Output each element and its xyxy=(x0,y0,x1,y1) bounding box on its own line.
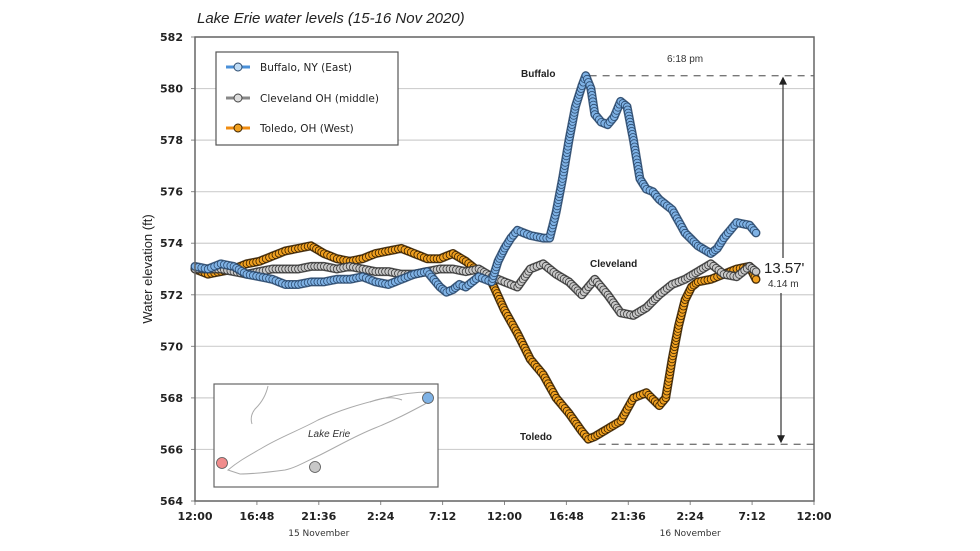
y-axis-ticks: 564 566 568 570 572 574 576 578 580 582 xyxy=(160,31,195,508)
x-tick-label: 21:36 xyxy=(611,510,646,523)
toledo-annotation: Toledo xyxy=(520,432,552,443)
x-axis-ticks: 12:00 16:48 21:36 2:24 7:12 12:00 16:48 21:36 2:… xyxy=(177,501,832,539)
series-cleveland xyxy=(190,259,761,320)
difference-m-annotation: 4.14 m xyxy=(768,279,799,290)
x-tick-label: 16:48 xyxy=(549,510,584,523)
buffalo-map-marker xyxy=(422,392,434,404)
legend-item-cleveland: Cleveland OH (middle) xyxy=(226,93,379,105)
buffalo-annotation: Buffalo xyxy=(521,69,555,80)
cleveland-annotation: Cleveland xyxy=(590,259,637,270)
x-tick-label: 7:12 xyxy=(738,510,765,523)
legend-label: Cleveland OH (middle) xyxy=(260,93,379,105)
x-tick-label: 12:00 xyxy=(796,510,831,523)
y-tick-label: 580 xyxy=(160,83,183,96)
data-point xyxy=(752,228,761,237)
inset-map: Lake Erie xyxy=(213,383,439,488)
y-tick-label: 574 xyxy=(160,237,183,250)
y-tick-label: 578 xyxy=(160,134,183,147)
annotation-lines xyxy=(589,75,814,445)
x-tick-label: 12:00 xyxy=(177,510,212,523)
legend-swatch-marker xyxy=(233,123,243,133)
x-tick-label: 21:36 xyxy=(301,510,336,523)
coastline-detail xyxy=(369,397,403,403)
inset-map-label: Lake Erie xyxy=(308,429,351,440)
plot-frame xyxy=(194,36,815,502)
legend-label: Toledo, OH (West) xyxy=(259,123,354,135)
series-buffalo xyxy=(190,71,761,297)
y-tick-label: 566 xyxy=(160,443,183,456)
legend-label: Buffalo, NY (East) xyxy=(260,62,352,74)
series-toledo xyxy=(190,241,761,444)
x-tick-label: 7:12 xyxy=(429,510,456,523)
difference-ft-annotation: 13.57' xyxy=(764,260,805,277)
date-label: 16 November xyxy=(660,529,721,539)
peak-time-annotation: 6:18 pm xyxy=(667,54,703,65)
toledo-map-marker xyxy=(216,457,228,469)
y-tick-label: 570 xyxy=(160,340,183,353)
y-tick-label: 568 xyxy=(160,392,183,405)
y-tick-label: 582 xyxy=(160,31,183,44)
legend: Buffalo, NY (East) Cleveland OH (middle)… xyxy=(215,51,399,146)
data-point xyxy=(752,267,761,276)
arrowhead-down-icon xyxy=(777,435,785,444)
x-tick-label: 2:24 xyxy=(677,510,705,523)
y-axis-label: Water elevation (ft) xyxy=(140,214,155,323)
legend-swatch-marker xyxy=(233,62,243,72)
legend-swatch-marker xyxy=(233,93,243,103)
series-group xyxy=(190,71,761,444)
y-tick-label: 572 xyxy=(160,289,183,302)
coastline-detail xyxy=(250,385,269,425)
x-tick-label: 2:24 xyxy=(367,510,395,523)
y-tick-label: 576 xyxy=(160,186,183,199)
arrowhead-up-icon xyxy=(779,76,787,85)
x-tick-label: 16:48 xyxy=(239,510,274,523)
legend-item-buffalo: Buffalo, NY (East) xyxy=(226,62,352,74)
inset-map-frame xyxy=(213,383,439,488)
data-point xyxy=(752,275,761,284)
y-tick-label: 564 xyxy=(160,495,183,508)
legend-item-toledo: Toledo, OH (West) xyxy=(226,123,354,135)
chart-title: Lake Erie water levels (15-16 Nov 2020) xyxy=(197,10,465,27)
cleveland-map-marker xyxy=(309,461,321,473)
x-tick-label: 12:00 xyxy=(487,510,522,523)
date-label: 15 November xyxy=(288,529,349,539)
